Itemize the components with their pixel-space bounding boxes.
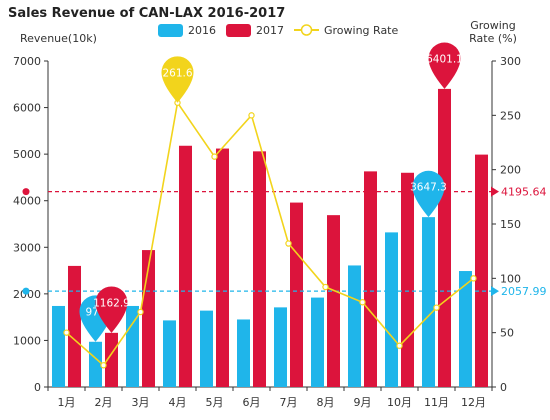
growing-rate-point	[137, 308, 144, 316]
growing-rate-point	[285, 240, 292, 247]
x-tick-label: 4月	[169, 396, 187, 409]
growing-rate-point	[433, 304, 440, 311]
x-tick-label: 12月	[461, 396, 486, 409]
legend-swatch-2017	[226, 24, 251, 37]
y2-tick-label: 50	[500, 327, 514, 340]
bar-2017	[216, 148, 229, 387]
pin-label: 3647.3	[410, 182, 447, 194]
x-tick-label: 8月	[317, 396, 335, 409]
y-tick-label: 6000	[13, 102, 41, 115]
growing-rate-point	[470, 275, 477, 282]
legend-label: 2016	[188, 24, 216, 37]
y2-tick-label: 0	[500, 381, 507, 394]
y2-tick-label: 200	[500, 164, 521, 177]
y-tick-label: 4000	[13, 195, 41, 208]
pin-label: 6401.1	[426, 53, 463, 65]
growing-rate-point	[248, 112, 255, 119]
mark-line-start-dot	[22, 188, 30, 196]
bar-2016	[422, 217, 435, 387]
x-tick-label: 7月	[280, 396, 298, 409]
y-tick-label: 0	[34, 381, 41, 394]
x-tick-label: 10月	[387, 396, 412, 409]
bar-2016	[126, 305, 139, 387]
y-tick-label: 3000	[13, 241, 41, 254]
x-tick-label: 2月	[95, 396, 113, 409]
chart-title: Sales Revenue of CAN-LAX 2016-2017	[8, 6, 285, 21]
bar-2017	[401, 172, 414, 387]
legend: 2016 2017 Growing Rate	[158, 24, 398, 37]
pin-label: 1162.9	[93, 297, 130, 309]
mark-line-arrow	[491, 186, 499, 197]
legend-label: Growing Rate	[324, 24, 398, 37]
growing-rate-point	[100, 362, 107, 369]
x-tick-label: 3月	[132, 396, 150, 409]
y-axis-label: Revenue(10k)	[20, 32, 97, 45]
bar-2016	[348, 265, 361, 387]
growing-rate-point	[211, 153, 218, 160]
pin-label: 261.6	[162, 67, 192, 79]
pin-marker	[412, 170, 445, 218]
bar-2017	[253, 151, 266, 387]
legend-swatch-2016	[158, 24, 183, 37]
y2-axis-label-line-2: Rate (%)	[469, 32, 517, 45]
growing-rate-point	[396, 342, 403, 349]
pin-marker	[161, 56, 194, 103]
mark-line-label: 2057.99	[501, 285, 547, 298]
growing-rate-line	[63, 99, 477, 369]
y-tick-label: 7000	[13, 55, 41, 68]
bar-2017	[105, 332, 118, 387]
bars	[52, 88, 488, 387]
x-tick-label: 5月	[206, 396, 224, 409]
mark-line-arrow	[491, 286, 499, 297]
y-tick-label: 5000	[13, 148, 41, 161]
y2-axis-label-line-1: Growing	[470, 19, 516, 32]
pin-marker	[95, 286, 128, 333]
growing-rate-polyline	[65, 100, 474, 367]
bar-2017	[290, 202, 303, 387]
growing-rate-point	[63, 329, 70, 336]
bar-2016	[311, 297, 324, 387]
bar-2016	[385, 232, 398, 387]
growing-rate-point	[359, 299, 366, 306]
bar-2016	[200, 310, 213, 387]
axes: 0100020003000400050006000700005010015020…	[13, 55, 521, 409]
x-tick-label: 6月	[243, 396, 261, 409]
bar-2017	[364, 171, 377, 387]
bar-2016	[237, 319, 250, 387]
x-tick-label: 11月	[424, 396, 449, 409]
y2-tick-label: 150	[500, 218, 521, 231]
bar-2017	[68, 265, 81, 387]
y2-tick-label: 100	[500, 272, 521, 285]
pin-marker	[428, 42, 461, 89]
bar-2017	[327, 215, 340, 387]
bar-2017	[438, 88, 451, 387]
bar-2016	[274, 307, 287, 387]
bar-2017	[179, 145, 192, 387]
bar-2017	[475, 154, 488, 387]
legend-swatch-point	[300, 24, 313, 36]
growing-rate-point	[322, 283, 329, 291]
bar-2016	[52, 305, 65, 387]
mark-line-label: 4195.64	[501, 186, 547, 199]
legend-label: 2017	[256, 24, 284, 37]
y2-tick-label: 300	[500, 55, 521, 68]
x-tick-label: 9月	[354, 396, 372, 409]
x-tick-label: 1月	[58, 396, 76, 409]
bar-2016	[163, 320, 176, 387]
bar-2016	[89, 341, 102, 387]
y2-tick-label: 250	[500, 109, 521, 122]
mark-line-start-dot	[22, 287, 30, 295]
y-tick-label: 1000	[13, 334, 41, 347]
bar-2016	[459, 271, 472, 387]
